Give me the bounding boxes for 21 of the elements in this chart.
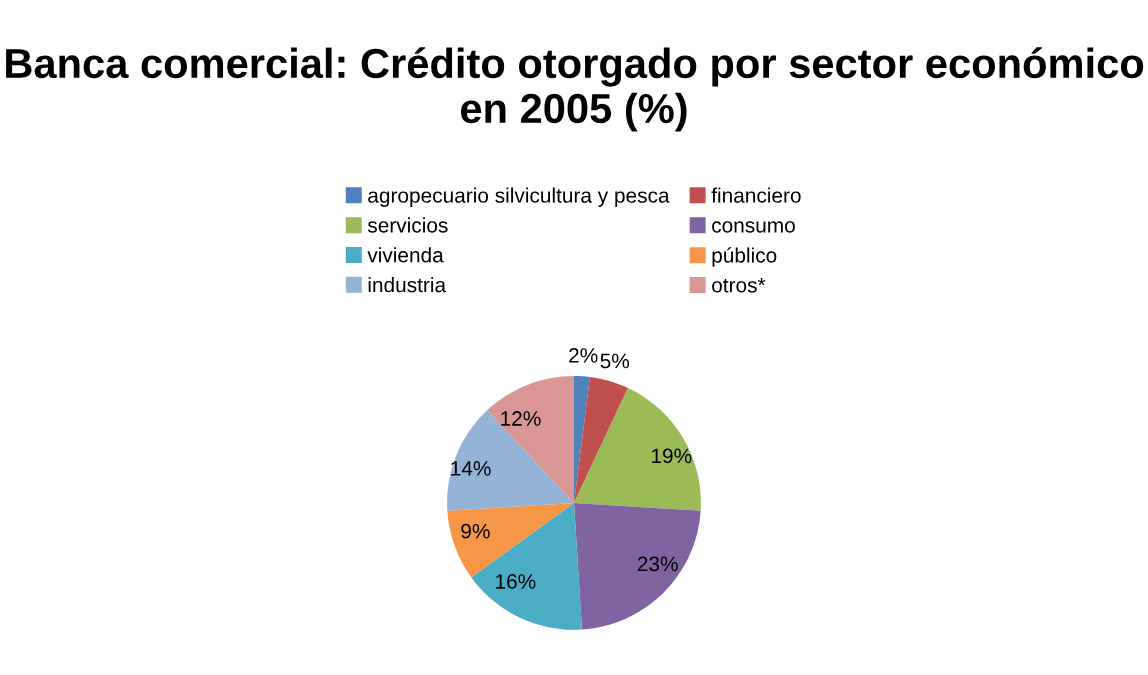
legend-label: financiero — [711, 187, 801, 203]
pie-slice — [574, 376, 629, 503]
legend-label: público — [712, 247, 777, 267]
data-label: 9% — [461, 523, 490, 539]
legend-label: agropecuario silvicultura y pesca — [368, 187, 670, 207]
data-label: 16% — [496, 574, 536, 589]
data-label: 5% — [600, 353, 630, 369]
chart-title: Banca comercial: Crédito otorgado por sector económico en 2005 (%) — [6, 47, 1144, 132]
legend-label: industria — [368, 277, 447, 293]
data-label: 14% — [451, 461, 491, 476]
data-label: 19% — [652, 448, 692, 464]
data-label: 23% — [637, 556, 678, 572]
legend-label: otros* — [712, 278, 766, 293]
pie-slice — [574, 388, 701, 511]
legend-label: vivienda — [367, 247, 444, 263]
legend-label: servicios — [367, 217, 448, 233]
data-label: 2% — [569, 348, 598, 363]
legend-label: consumo — [712, 221, 795, 233]
data-label: 12% — [501, 411, 541, 426]
pie-slice — [574, 502, 701, 630]
pie-slice — [447, 410, 574, 511]
